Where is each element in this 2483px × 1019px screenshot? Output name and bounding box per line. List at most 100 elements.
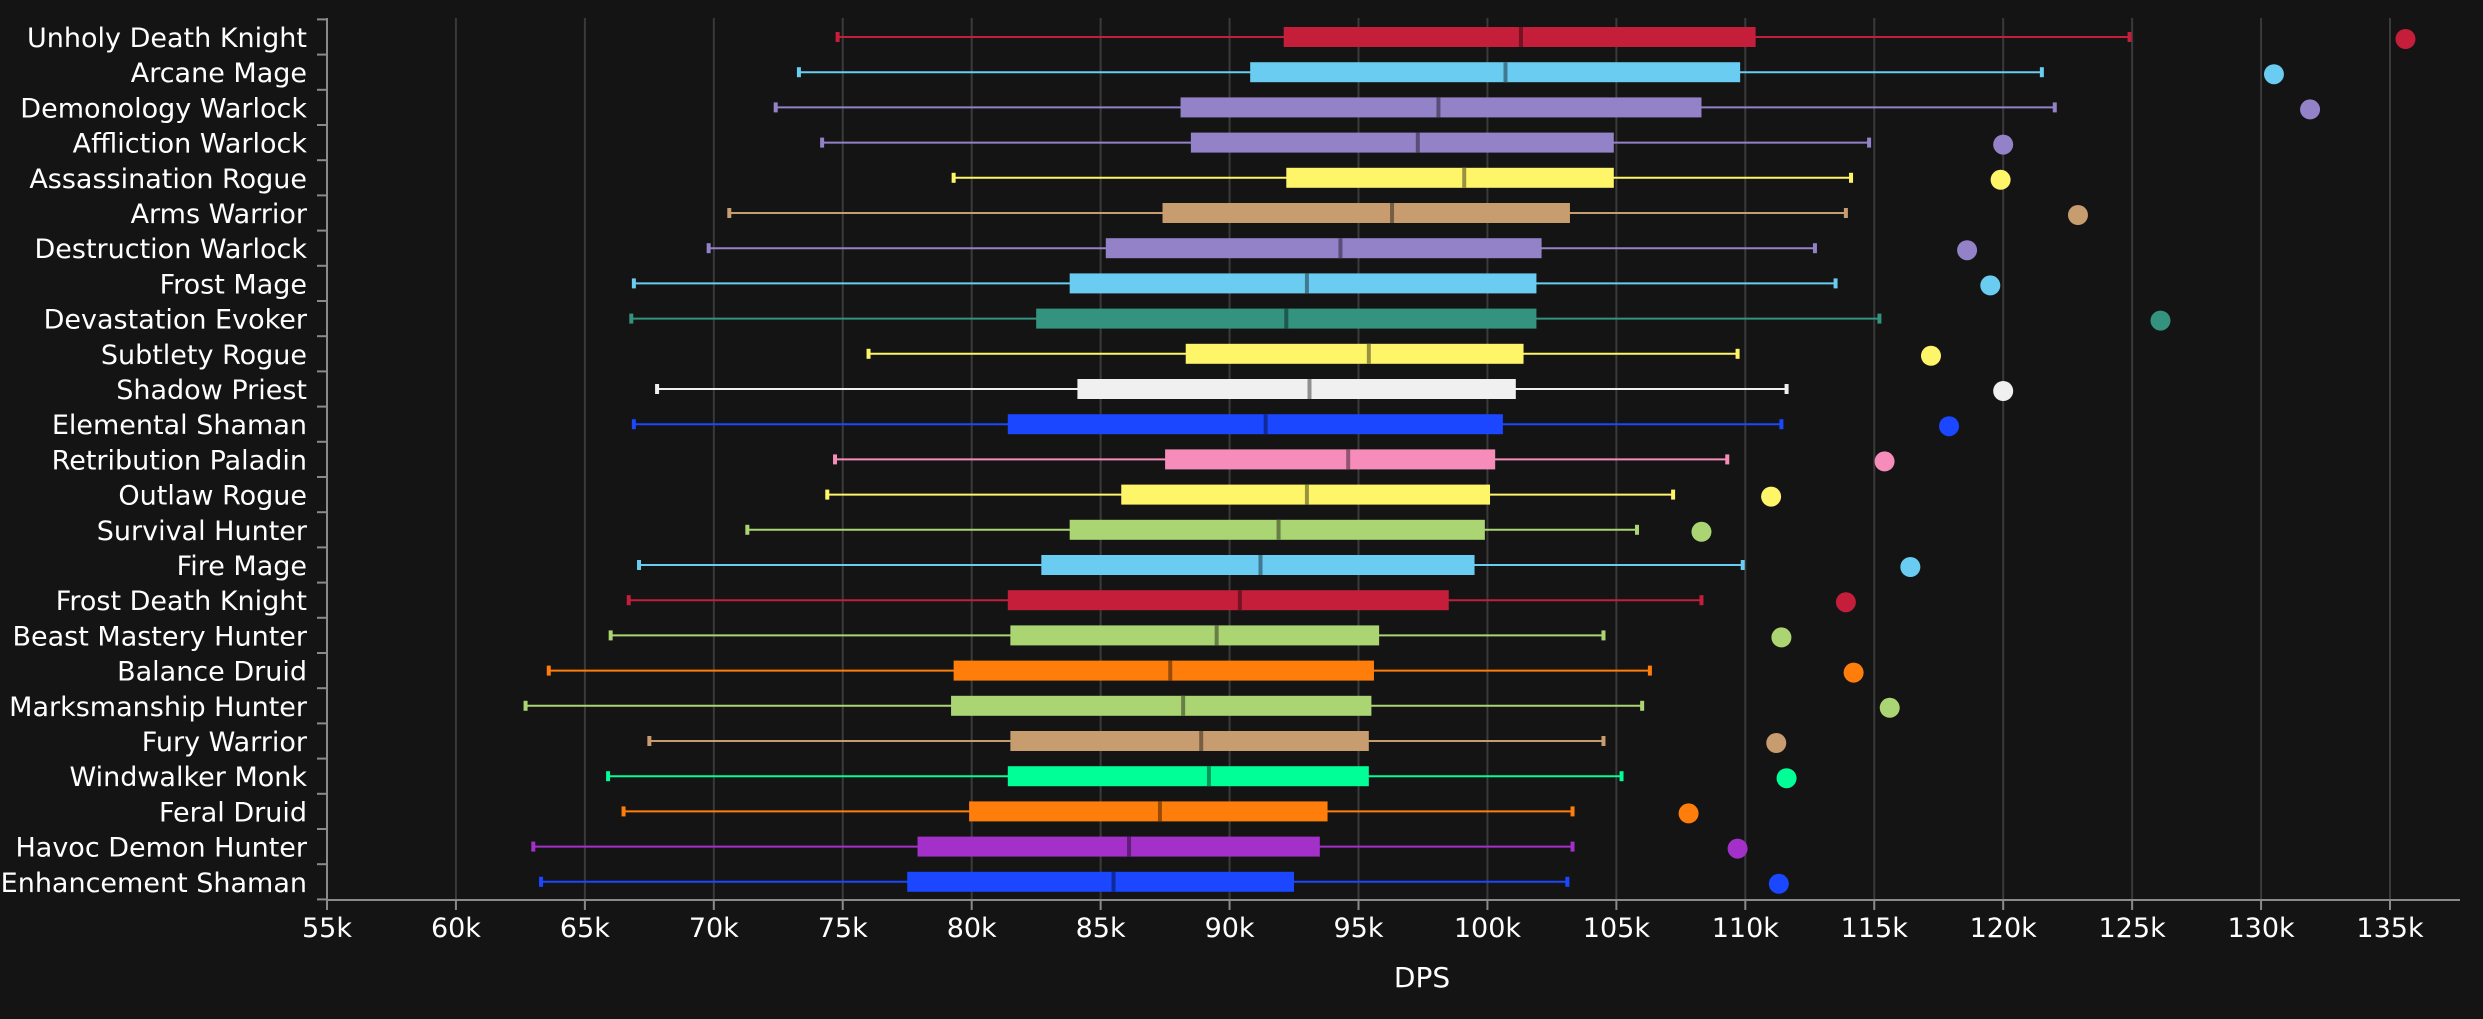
- outlier-point: [1678, 803, 1699, 824]
- iqr-box: [1007, 590, 1449, 611]
- category-label: Shadow Priest: [116, 375, 307, 406]
- iqr-box: [1185, 343, 1524, 364]
- box-row: [796, 62, 2284, 85]
- category-label: Affliction Warlock: [73, 129, 308, 160]
- outlier-point: [1843, 662, 1864, 683]
- x-tick-label: 135k: [2356, 913, 2424, 944]
- outlier-point: [1835, 592, 1856, 613]
- x-tick-label: 55k: [302, 913, 352, 944]
- outlier-point: [1900, 557, 1921, 577]
- category-label: Outlaw Rogue: [118, 481, 307, 512]
- category-label: Retribution Paladin: [52, 445, 307, 476]
- box-series: [523, 27, 2416, 894]
- axes: 55k 60k 65k 70k 75k 80k 85k 90k 95k 100k 105k 110k 1…: [302, 18, 2460, 944]
- iqr-box: [917, 836, 1320, 857]
- x-tick-label: 85k: [1076, 913, 1126, 944]
- outlier-point: [2300, 99, 2321, 120]
- iqr-box: [1190, 132, 1614, 153]
- category-label: Arms Warrior: [131, 199, 308, 230]
- x-tick-label: 90k: [1205, 913, 1255, 944]
- iqr-box: [953, 660, 1374, 681]
- category-label: Arcane Mage: [131, 58, 307, 89]
- iqr-box: [1077, 379, 1516, 399]
- outlier-point: [1939, 416, 1960, 437]
- outlier-point: [1920, 345, 1941, 366]
- x-tick-label: 70k: [689, 913, 739, 944]
- category-label: Assassination Rogue: [29, 164, 307, 195]
- iqr-box: [1250, 62, 1741, 83]
- box-row: [773, 97, 2321, 120]
- iqr-box: [1010, 731, 1369, 751]
- iqr-box: [1069, 273, 1537, 294]
- category-labels: Unholy Death Knight Arcane Mage Demonology…: [1, 23, 308, 899]
- iqr-box: [1041, 555, 1475, 575]
- category-label: Fury Warrior: [142, 727, 308, 758]
- outlier-point: [1980, 275, 2001, 296]
- box-row: [626, 590, 1856, 613]
- box-row: [833, 449, 1895, 472]
- category-label: Survival Hunter: [97, 516, 308, 547]
- x-tick-label: 115k: [1841, 913, 1909, 944]
- category-label: Frost Mage: [160, 269, 307, 300]
- box-row: [621, 801, 1699, 824]
- category-label: Balance Druid: [117, 657, 307, 688]
- category-label: Elemental Shaman: [52, 410, 307, 441]
- box-row: [727, 203, 2088, 225]
- outlier-point: [1776, 768, 1797, 789]
- box-row: [835, 27, 2416, 49]
- box-row: [531, 836, 1748, 859]
- outlier-point: [1766, 733, 1787, 753]
- box-row: [951, 167, 2011, 190]
- category-label: Feral Druid: [159, 797, 307, 828]
- x-tick-label: 60k: [431, 913, 481, 944]
- category-label: Destruction Warlock: [34, 234, 307, 265]
- category-label: Frost Death Knight: [56, 586, 307, 617]
- x-axis-title: DPS: [1394, 961, 1450, 994]
- category-label: Demonology Warlock: [20, 93, 307, 124]
- box-row: [866, 343, 1941, 366]
- box-row: [631, 414, 1960, 437]
- box-row: [647, 731, 1787, 753]
- iqr-box: [1007, 766, 1369, 787]
- iqr-box: [969, 801, 1328, 822]
- outlier-point: [1874, 451, 1895, 472]
- x-tick-label: 125k: [2099, 913, 2167, 944]
- category-label: Unholy Death Knight: [27, 23, 307, 54]
- box-row: [546, 660, 1864, 683]
- box-row: [523, 695, 1900, 718]
- outlier-point: [1768, 873, 1789, 894]
- x-tick-label: 100k: [1454, 913, 1522, 944]
- outlier-point: [1990, 169, 2011, 190]
- x-tick-label: 65k: [560, 913, 610, 944]
- iqr-box: [1162, 203, 1570, 223]
- category-label: Subtlety Rogue: [101, 340, 307, 371]
- box-row: [606, 766, 1797, 789]
- box-row: [655, 379, 2014, 401]
- iqr-box: [907, 871, 1295, 892]
- outlier-point: [2395, 29, 2416, 49]
- outlier-point: [1993, 381, 2014, 401]
- outlier-point: [1993, 134, 2014, 155]
- box-row: [608, 625, 1792, 648]
- category-label: Windwalker Monk: [69, 762, 307, 793]
- category-label: Enhancement Shaman: [1, 868, 307, 899]
- outlier-point: [2263, 64, 2284, 85]
- category-label: Devastation Evoker: [44, 305, 308, 336]
- x-tick-label: 120k: [1970, 913, 2038, 944]
- x-tick-label: 105k: [1583, 913, 1651, 944]
- iqr-box: [1180, 97, 1702, 118]
- iqr-box: [1105, 238, 1542, 259]
- outlier-point: [2150, 310, 2171, 331]
- x-tick-label: 95k: [1334, 913, 1384, 944]
- box-row: [745, 519, 1712, 542]
- iqr-box: [1165, 449, 1496, 470]
- outlier-point: [1761, 486, 1782, 507]
- box-row: [629, 308, 2171, 331]
- box-row: [539, 871, 1789, 894]
- box-row: [820, 132, 2014, 155]
- category-label: Havoc Demon Hunter: [15, 833, 307, 864]
- category-label: Beast Mastery Hunter: [12, 621, 307, 652]
- outlier-point: [2067, 205, 2088, 225]
- box-row: [825, 484, 1782, 507]
